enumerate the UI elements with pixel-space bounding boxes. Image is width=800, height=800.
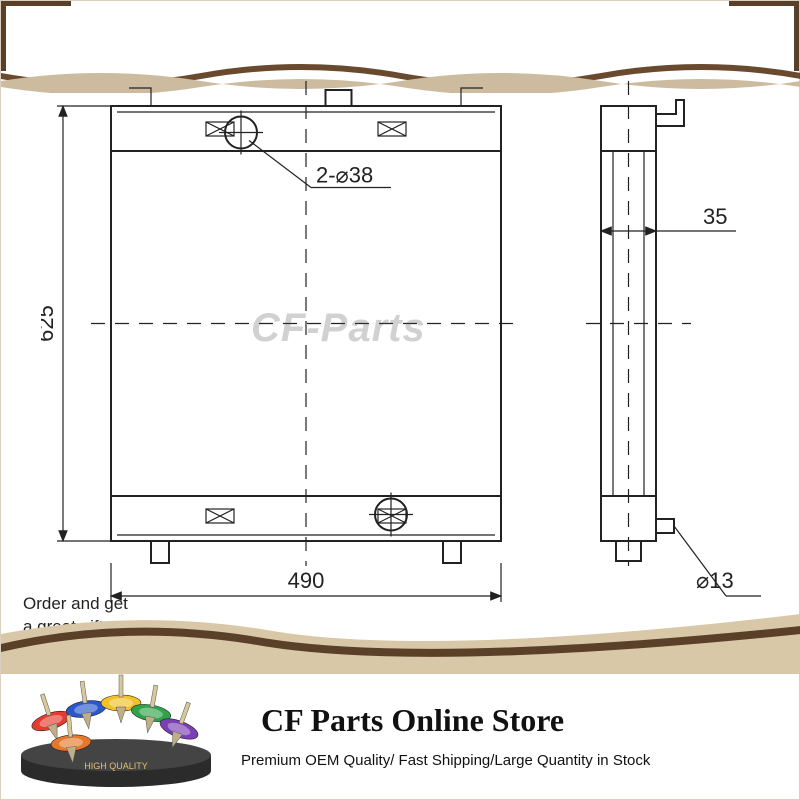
svg-text:35: 35 bbox=[703, 204, 727, 229]
svg-text:625: 625 bbox=[41, 305, 58, 342]
store-title: CF Parts Online Store bbox=[261, 702, 564, 739]
gift-spinning-tops-icon: HIGH QUALITY bbox=[11, 651, 221, 791]
store-subtitle: Premium OEM Quality/ Fast Shipping/Large… bbox=[241, 752, 650, 769]
svg-text:2-⌀38: 2-⌀38 bbox=[316, 163, 373, 188]
watermark-text: CF-Parts bbox=[251, 306, 426, 351]
svg-text:490: 490 bbox=[288, 568, 325, 593]
svg-text:⌀13: ⌀13 bbox=[696, 568, 734, 593]
product-card: 2-⌀3862549035⌀13 CF-Parts Order and get … bbox=[0, 0, 800, 800]
svg-text:HIGH QUALITY: HIGH QUALITY bbox=[84, 761, 148, 771]
